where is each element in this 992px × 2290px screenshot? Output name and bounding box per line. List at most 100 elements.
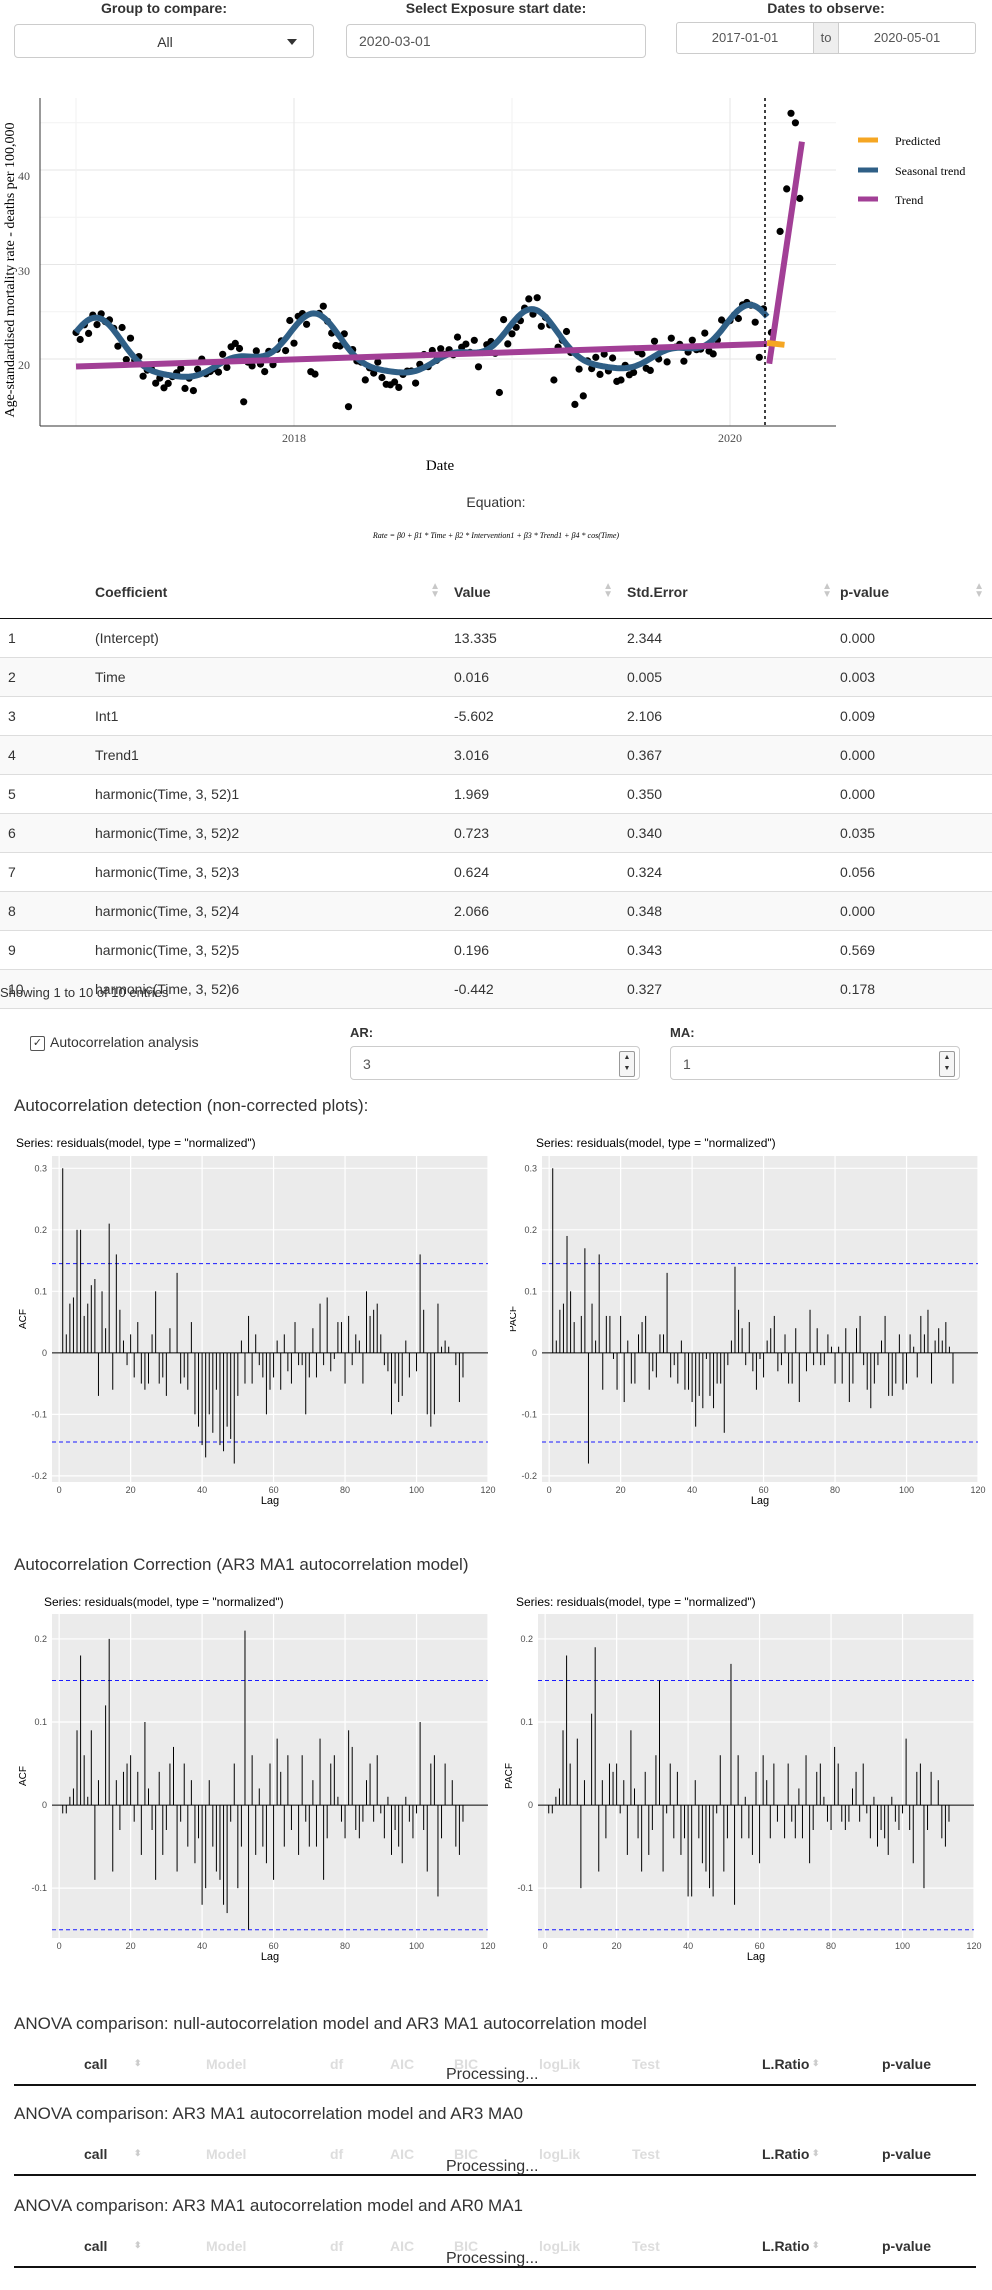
cell-std-error: 2.344 — [621, 618, 840, 658]
anova-col-header[interactable]: BIC — [454, 2056, 479, 2072]
plot-panel — [542, 1156, 978, 1482]
anova-col-header[interactable]: logLik — [539, 2056, 581, 2072]
anova-col-header[interactable]: AIC — [390, 2146, 415, 2162]
anova-col-header[interactable]: L.Ratio — [762, 2056, 810, 2072]
cell-std-error: 0.005 — [621, 657, 840, 697]
data-point — [189, 387, 197, 395]
x-tick-label: 80 — [826, 1941, 836, 1951]
data-point — [219, 350, 227, 358]
cell-std-error: 0.350 — [621, 774, 840, 814]
anova-col-header[interactable]: p-value — [882, 2056, 932, 2072]
sort-icon: ⬍ — [134, 2148, 142, 2158]
ar-input[interactable]: 3 ▲ ▼ — [350, 1046, 640, 1080]
cell-std-error: 0.348 — [621, 891, 840, 931]
y-tick-label: 0.1 — [524, 1286, 537, 1296]
anova-col-header[interactable]: BIC — [454, 2146, 479, 2162]
x-tick-label: 120 — [966, 1941, 981, 1951]
anova-title-1: ANOVA comparison: null-autocorrelation m… — [14, 2014, 647, 2033]
cell-coefficient: Time — [87, 657, 448, 697]
y-tick-label: 0.3 — [34, 1163, 47, 1173]
anova-col-header[interactable]: Model — [206, 2056, 247, 2072]
plot-panel — [52, 1156, 488, 1482]
x-tick-label: 120 — [970, 1485, 985, 1495]
sort-icon: ▲ ▼ — [603, 581, 613, 600]
anova-col-header[interactable]: call — [84, 2146, 108, 2162]
data-point — [139, 372, 147, 380]
col-header-index[interactable] — [0, 566, 87, 619]
data-point — [395, 383, 403, 391]
ma-stepper[interactable]: ▲ ▼ — [939, 1051, 955, 1077]
cell-p-value: 0.000 — [840, 891, 992, 931]
anova-col-header[interactable]: L.Ratio — [762, 2146, 810, 2162]
y-tick-label: 0 — [42, 1348, 47, 1358]
group-select[interactable]: All — [14, 24, 314, 58]
data-point — [164, 379, 172, 387]
cell-index: 3 — [0, 696, 87, 736]
data-point — [374, 358, 382, 366]
cell-p-value: 0.000 — [840, 618, 992, 658]
y-tick-label: -0.2 — [521, 1471, 537, 1481]
ar-stepper[interactable]: ▲ ▼ — [619, 1051, 635, 1077]
data-point — [126, 334, 135, 342]
data-point — [596, 370, 604, 378]
anova-col-header[interactable]: logLik — [539, 2146, 581, 2162]
data-point — [562, 327, 571, 336]
anova-col-header[interactable]: BIC — [454, 2238, 479, 2254]
group-select-value: All — [157, 34, 173, 50]
data-point — [248, 362, 256, 370]
anova-processing-2: Processing... — [446, 2158, 539, 2175]
data-point — [311, 370, 319, 378]
data-point — [470, 336, 478, 344]
data-point — [701, 329, 709, 337]
cell-p-value: 0.056 — [840, 852, 992, 892]
y-tick-label: -0.1 — [31, 1409, 47, 1419]
exposure-date-input[interactable]: 2020-03-01 — [346, 24, 646, 58]
anova-col-header[interactable]: AIC — [390, 2238, 415, 2254]
date-to-input[interactable]: 2020-05-01 — [873, 30, 941, 45]
anova-col-header[interactable]: L.Ratio — [762, 2238, 810, 2254]
anova-col-header[interactable]: df — [330, 2146, 344, 2162]
anova-col-header[interactable]: p-value — [882, 2146, 932, 2162]
anova-col-header[interactable]: call — [84, 2238, 108, 2254]
anova-col-header[interactable]: Test — [632, 2056, 660, 2072]
anova-col-header[interactable]: Test — [632, 2238, 660, 2254]
group-label: Group to compare: — [100, 0, 227, 16]
cell-value: 13.335 — [448, 618, 621, 658]
cell-index: 8 — [0, 891, 87, 931]
cell-coefficient: harmonic(Time, 3, 52)3 — [87, 852, 448, 892]
col-header-p-value[interactable]: p-value ▲ ▼ — [840, 566, 992, 619]
x-axis-label: Lag — [261, 1495, 279, 1507]
exposure-label: Select Exposure start date: — [405, 0, 587, 16]
col-header-coefficient[interactable]: Coefficient ▲ ▼ — [87, 566, 448, 619]
cell-coefficient: Int1 — [87, 696, 448, 736]
table-row: 8 harmonic(Time, 3, 52)4 2.066 0.348 0.000 — [0, 891, 992, 931]
cell-p-value: 0.000 — [840, 774, 992, 814]
data-point — [122, 356, 130, 364]
x-tick-label: 100 — [409, 1485, 424, 1495]
autocorr-checkbox[interactable]: ✓ — [30, 1036, 45, 1051]
x-tick-label: 20 — [616, 1485, 626, 1495]
y-tick-label: 0.1 — [520, 1717, 533, 1727]
anova-col-header[interactable]: logLik — [539, 2238, 581, 2254]
cell-coefficient: harmonic(Time, 3, 52)1 — [87, 774, 448, 814]
chevron-down-icon — [287, 39, 297, 45]
data-point — [796, 194, 804, 202]
anova-col-header[interactable]: df — [330, 2238, 344, 2254]
anova-col-header[interactable]: df — [330, 2056, 344, 2072]
cell-index: 7 — [0, 852, 87, 892]
anova-col-header[interactable]: p-value — [882, 2238, 932, 2254]
col-header-std-error[interactable]: Std.Error ▲ ▼ — [621, 566, 840, 619]
data-point — [93, 321, 101, 329]
cell-value: 0.196 — [448, 930, 621, 970]
anova-col-header[interactable]: Model — [206, 2238, 247, 2254]
pacf-panel-title: Series: residuals(model, type = "normali… — [536, 1136, 776, 1150]
anova-col-header[interactable]: AIC — [390, 2056, 415, 2072]
ma-input[interactable]: 1 ▲ ▼ — [670, 1046, 960, 1080]
anova-col-header[interactable]: call — [84, 2056, 108, 2072]
predicted-line — [766, 339, 785, 348]
data-point — [508, 330, 516, 338]
anova-col-header[interactable]: Test — [632, 2146, 660, 2162]
col-header-value[interactable]: Value ▲ ▼ — [448, 566, 621, 619]
date-from-input[interactable]: 2017-01-01 — [711, 30, 779, 45]
anova-col-header[interactable]: Model — [206, 2146, 247, 2162]
